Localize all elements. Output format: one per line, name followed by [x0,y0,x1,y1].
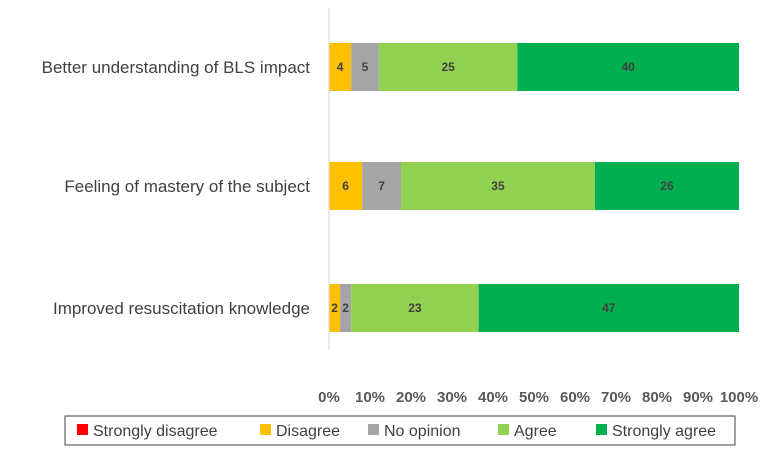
data-label-disagree-2: 2 [331,301,338,315]
bar-no-opinion-2 [340,284,352,332]
data-label-no-opinion-0: 5 [362,60,369,74]
x-tick-label-5: 50% [519,389,549,406]
data-label-no-opinion-2: 2 [342,301,349,315]
x-tick-label-3: 30% [437,389,467,406]
data-label-agree-0: 25 [441,60,455,74]
legend-label-strongly-disagree: Strongly disagree [93,423,218,440]
bar-strongly-agree-1 [594,162,739,210]
x-tick-label-0: 0% [318,389,340,406]
data-label-disagree-1: 6 [342,179,349,193]
bar-area: 4 5 25 40 6 7 35 26 2 2 23 47 [329,43,739,332]
legend: Strongly disagree Disagree No opinion Agree… [64,415,736,446]
x-tick-label-6: 60% [560,389,590,406]
data-label-no-opinion-1: 7 [378,179,385,193]
legend-label-no-opinion: No opinion [384,423,461,440]
x-tick-label-8: 80% [642,389,672,406]
x-tick-label-2: 20% [396,389,426,406]
legend-swatch-agree [498,424,509,435]
data-label-disagree-0: 4 [337,60,344,74]
data-label-agree-2: 23 [408,301,422,315]
category-label-1: Feeling of mastery of the subject [64,177,310,196]
bar-strongly-agree-0 [517,43,739,91]
bar-disagree-2 [329,284,341,332]
data-label-agree-1: 35 [491,179,505,193]
category-label-2: Improved resuscitation knowledge [53,299,310,318]
legend-label-disagree: Disagree [276,423,340,440]
legend-label-agree: Agree [514,423,557,440]
category-labels: Better understanding of BLS impact Feelin… [42,58,311,318]
x-tick-label-10: 100% [720,389,758,406]
legend-swatch-strongly-disagree [77,424,88,435]
bar-strongly-agree-2 [478,284,739,332]
bar-agree-0 [378,43,518,91]
legend-swatch-disagree [260,424,271,435]
data-label-strongly-agree-1: 26 [660,179,674,193]
bar-agree-2 [351,284,479,332]
x-tick-label-7: 70% [601,389,631,406]
x-tick-label-1: 10% [355,389,385,406]
legend-swatch-strongly-agree [596,424,607,435]
data-label-strongly-agree-0: 40 [622,60,636,74]
bar-no-opinion-1 [362,162,402,210]
category-label-0: Better understanding of BLS impact [42,58,311,77]
legend-border [64,415,736,446]
bar-disagree-0 [329,43,352,91]
bar-no-opinion-0 [351,43,379,91]
x-tick-label-9: 90% [683,389,713,406]
data-label-strongly-agree-2: 47 [602,301,616,315]
x-tick-label-4: 40% [478,389,508,406]
bar-agree-1 [401,162,595,210]
x-axis-ticks: 0% 10% 20% 30% 40% 50% 60% 70% 80% 90% 100% [318,389,758,406]
legend-swatch-no-opinion [368,424,379,435]
legend-label-strongly-agree: Strongly agree [612,423,716,440]
bar-disagree-1 [329,162,363,210]
